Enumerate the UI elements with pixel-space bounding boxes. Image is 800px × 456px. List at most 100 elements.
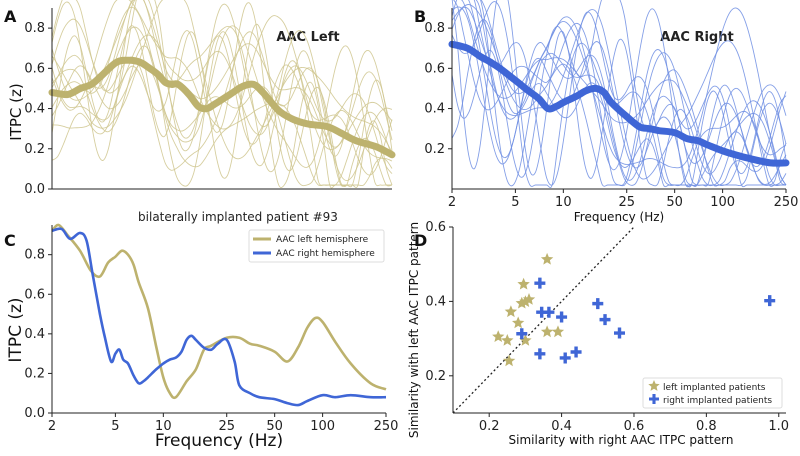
panel-a-trace	[51, 26, 393, 187]
panel-d-xlabel: Similarity with right AAC ITPC pattern	[509, 433, 734, 447]
left-implanted-point	[504, 305, 518, 318]
panel-b-mean-trace	[448, 40, 790, 167]
panel-d-axes: 0.2 0.4 0.6 0.2 0.4 0.6 0.8 1.0	[425, 220, 789, 434]
left-implanted-point	[540, 325, 554, 338]
panel-b-ytick-label: 0.4	[424, 102, 445, 117]
panel-c-ytick-label: 0.0	[24, 406, 45, 421]
panel-b-trace	[451, 6, 787, 187]
panel-a-individual-traces	[51, 0, 393, 189]
panel-b-xtick-label: 5	[511, 195, 519, 210]
panel-a-title: AAC Left	[276, 30, 339, 45]
left-implanted-point	[515, 296, 528, 309]
legend-label-left-hemisphere: AAC left hemisphere	[276, 235, 369, 245]
left-implanted-point	[519, 334, 532, 346]
panel-letter-b: B	[414, 7, 426, 26]
panel-b-individual-traces	[451, 0, 787, 189]
left-implanted-point	[512, 316, 525, 329]
panel-b-xtick-label: 10	[555, 195, 572, 210]
panel-b-mean-line	[448, 40, 790, 167]
panel-d: D 0.2 0.4 0.6 0.2 0.4 0.6 0.8 1.0 Similarity wi…	[407, 220, 789, 447]
panel-b-trace	[451, 0, 787, 186]
left-implanted-point	[551, 325, 565, 338]
panel-a-trace	[51, 0, 393, 151]
panel-a-ytick-label: 0.0	[24, 182, 45, 197]
left-implanted-point	[502, 354, 516, 367]
panel-a-ytick-label: 0.8	[24, 21, 45, 36]
panel-a-ytick-label: 0.6	[24, 61, 45, 76]
left-implanted-point	[540, 252, 554, 265]
right-implanted-point	[559, 352, 571, 364]
panel-d-identity-line	[452, 226, 635, 414]
panel-c-axes: 0.00.20.40.60.82 5 10 25 50 100 250	[24, 225, 398, 434]
panel-letter-c: C	[4, 231, 16, 250]
panel-b-xtick-label: 50	[666, 195, 683, 210]
right-implanted-point	[570, 346, 582, 358]
left-implanted-point	[517, 277, 530, 290]
panel-b-trace	[461, 0, 787, 187]
panel-c-title: bilaterally implanted patient #93	[138, 210, 338, 224]
left-implanted-point	[501, 334, 514, 346]
panel-c-left-hemisphere-line	[51, 223, 387, 400]
legend-marker-left-implanted	[648, 380, 660, 391]
panel-a-ytick-label: 0.4	[24, 102, 45, 117]
panel-d-xtick-label: 0.6	[624, 419, 645, 434]
legend-label-right-implanted: right implanted patients	[663, 396, 772, 406]
panel-a-trace	[51, 23, 393, 188]
panel-b-xtick-label: 100	[710, 195, 735, 210]
panel-c-ytick-label: 0.2	[24, 366, 45, 381]
panel-c-ytick-label: 0.4	[24, 327, 45, 342]
legend-plus-marker	[649, 394, 659, 405]
panel-a-trace	[51, 0, 393, 174]
panel-a-trace	[51, 0, 393, 148]
panel-a-ylabel: ITPC (z)	[7, 83, 25, 140]
panel-c-xtick-label: 250	[374, 419, 399, 434]
panel-b-ytick-label: 0.2	[424, 142, 445, 157]
panel-d-ytick-label: 0.6	[425, 220, 446, 235]
panel-b-xtick-label: 2	[448, 195, 456, 210]
panel-b-trace	[451, 0, 787, 187]
panel-c-xtick-label: 2	[48, 419, 56, 434]
panel-b-xtick-label: 250	[774, 195, 799, 210]
panel-b-trace	[468, 0, 787, 188]
panel-c-right-hemisphere-line	[51, 227, 387, 407]
panel-c-xtick-label: 25	[218, 419, 235, 434]
panel-c-xtick-label: 50	[266, 419, 283, 434]
panel-c-ytick-label: 0.8	[24, 248, 45, 263]
panel-d-legend: left implanted patients right implanted …	[642, 377, 783, 409]
panel-d-ytick-label: 0.2	[425, 369, 446, 384]
panel-c-xtick-label: 100	[310, 419, 335, 434]
panel-c-lines	[51, 223, 387, 407]
panel-a-trace	[51, 0, 393, 160]
panel-c-legend: AAC left hemisphere AAC right hemisphere	[248, 229, 385, 263]
panel-b-xlabel: Frequency (Hz)	[574, 210, 665, 224]
panel-d-xtick-label: 1.0	[768, 419, 789, 434]
panel-c-xtick-label: 10	[155, 419, 172, 434]
panel-a-mean-trace	[48, 56, 396, 159]
panel-letter-a: A	[4, 7, 17, 26]
panel-b-trace	[451, 6, 786, 187]
right-implanted-point	[536, 306, 548, 318]
panel-a-trace	[51, 0, 393, 176]
panel-b: B AAC Right 0.20.40.60.82 5 10 25 50 100 250 F…	[414, 0, 798, 224]
panel-d-points	[492, 252, 776, 367]
panel-b-xtick-label: 25	[618, 195, 635, 210]
panel-c-ylabel: ITPC (z)	[6, 297, 26, 362]
panel-d-ylabel: Similarity with left AAC ITPC pattern	[407, 222, 421, 438]
panel-b-title: AAC Right	[660, 30, 733, 45]
right-implanted-point	[543, 306, 555, 318]
panel-d-xtick-label: 0.8	[696, 419, 717, 434]
panel-d-ytick-label: 0.4	[425, 294, 446, 309]
panel-b-ytick-label: 0.8	[424, 21, 445, 36]
panel-a-ytick-label: 0.2	[24, 142, 45, 157]
panel-a-trace	[51, 6, 392, 187]
panel-a-mean-line	[48, 56, 396, 159]
left-implanted-point	[492, 330, 505, 342]
panel-b-axes: 0.20.40.60.82 5 10 25 50 100 250	[424, 8, 798, 210]
legend-label-right-hemisphere: AAC right hemisphere	[276, 249, 375, 259]
panel-a-trace	[51, 62, 393, 187]
legend-marker-right-implanted	[649, 394, 659, 405]
panel-c-ytick-label: 0.6	[24, 287, 45, 302]
panel-d-xtick-label: 0.4	[551, 419, 572, 434]
panel-a-axes: 0.0 0.2 0.4 0.6 0.8	[24, 8, 392, 197]
panel-c-xlabel: Frequency (Hz)	[155, 431, 283, 451]
